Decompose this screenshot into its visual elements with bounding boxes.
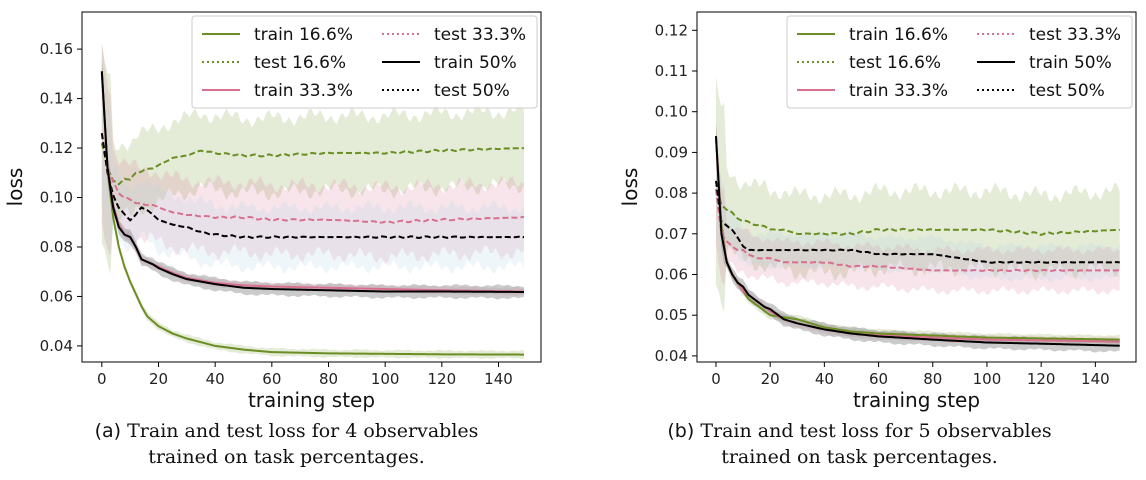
legend-label: test 16.6% bbox=[849, 53, 941, 73]
legend-label: train 33.3% bbox=[254, 81, 353, 101]
y-tick-label: 0.08 bbox=[40, 238, 73, 256]
band-test-16-6- bbox=[101, 42, 524, 275]
band-test-33-3- bbox=[715, 136, 1120, 296]
x-tick-label: 140 bbox=[484, 370, 513, 388]
legend-label: train 16.6% bbox=[254, 25, 353, 45]
caption-line1-a: Train and test loss for 4 observables bbox=[127, 420, 479, 442]
series-line-test-50- bbox=[714, 180, 1120, 264]
legend-label: test 50% bbox=[434, 81, 510, 101]
x-axis-label: training step bbox=[853, 388, 980, 412]
legend: train 16.6% test 16.6% train 33.3% test 33.… bbox=[786, 15, 1133, 109]
band-test-16-6- bbox=[715, 76, 1120, 312]
x-axis-label: training step bbox=[248, 388, 375, 412]
legend: train 16.6% test 16.6% train 33.3% test 33.… bbox=[191, 15, 538, 109]
x-tick-label: 100 bbox=[371, 370, 400, 388]
legend-label: train 50% bbox=[434, 53, 517, 73]
band-test-50- bbox=[101, 65, 524, 275]
series-line-train-16-6- bbox=[714, 136, 1120, 341]
y-tick-label: 0.12 bbox=[40, 139, 73, 157]
legend-label: train 50% bbox=[1029, 53, 1112, 73]
x-tick-label: 60 bbox=[262, 370, 281, 388]
y-tick-label: 0.04 bbox=[655, 347, 688, 365]
plot-area bbox=[100, 42, 525, 360]
x-tick-label: 40 bbox=[206, 370, 225, 388]
y-tick-label: 0.06 bbox=[655, 266, 688, 284]
loss-chart-a: 0 20 40 60 80 100 120 140 0.04 0.06 0.08 0.10 0.12 0.… bbox=[3, 11, 542, 412]
y-tick-label: 0.06 bbox=[40, 287, 73, 305]
legend-label: test 50% bbox=[1029, 81, 1105, 101]
y-tick-label: 0.08 bbox=[655, 184, 688, 202]
band-test-50- bbox=[715, 143, 1120, 283]
x-tick-label: 120 bbox=[1027, 370, 1056, 388]
series-line-train-33-3- bbox=[100, 73, 525, 293]
series-line-test-16-6- bbox=[100, 142, 525, 186]
y-tick-label: 0.16 bbox=[40, 40, 73, 58]
legend-label: train 16.6% bbox=[849, 25, 948, 45]
x-tick-label: 120 bbox=[428, 370, 457, 388]
legend-label: test 16.6% bbox=[254, 53, 346, 73]
y-tick-label: 0.14 bbox=[40, 90, 73, 108]
series-line-test-16-6- bbox=[714, 180, 1120, 236]
series-line-test-50- bbox=[100, 133, 525, 239]
x-tick-label: 80 bbox=[923, 370, 942, 388]
x-tick-label: 0 bbox=[711, 370, 721, 388]
series-line-test-33-3- bbox=[100, 133, 525, 224]
series-line-train-16-6- bbox=[100, 71, 525, 356]
y-tick-label: 0.11 bbox=[655, 62, 688, 80]
x-tick-label: 40 bbox=[815, 370, 834, 388]
x-tick-label: 100 bbox=[973, 370, 1002, 388]
y-axis-label: loss bbox=[3, 168, 27, 207]
axes-frame bbox=[81, 11, 542, 363]
y-tick-label: 0.10 bbox=[40, 189, 73, 207]
loss-chart-b: 0 20 40 60 80 100 120 140 0.04 0.05 0.06 0.07 0.08 0.… bbox=[618, 11, 1137, 412]
y-tick-label: 0.04 bbox=[40, 337, 73, 355]
series-line-test-33-3- bbox=[714, 188, 1120, 272]
chart-panel-a: 0 20 40 60 80 100 120 140 0.04 0.06 0.08 0.10 0.12 0.… bbox=[0, 11, 573, 470]
y-tick-label: 0.10 bbox=[655, 103, 688, 121]
x-tick-label: 80 bbox=[319, 370, 338, 388]
x-tick-label: 0 bbox=[97, 370, 107, 388]
legend-label: test 33.3% bbox=[1029, 25, 1121, 45]
x-tick-label: 140 bbox=[1081, 370, 1110, 388]
legend-label: test 33.3% bbox=[434, 25, 526, 45]
band-test-33-3- bbox=[101, 43, 524, 265]
x-tick-label: 60 bbox=[869, 370, 888, 388]
caption-b: (b) Train and test loss for 5 observable… bbox=[573, 418, 1146, 470]
series-line-train-50- bbox=[714, 136, 1120, 347]
plot-area bbox=[714, 76, 1120, 353]
caption-tag-a: (a) bbox=[94, 420, 122, 442]
y-tick-label: 0.09 bbox=[655, 143, 688, 161]
y-tick-label: 0.07 bbox=[655, 225, 688, 243]
legend-label: train 33.3% bbox=[849, 81, 948, 101]
y-tick-label: 0.12 bbox=[655, 21, 688, 39]
legend-box bbox=[786, 15, 1133, 109]
x-tick-label: 20 bbox=[149, 370, 168, 388]
y-axis-label: loss bbox=[618, 168, 642, 207]
y-tick-label: 0.05 bbox=[655, 306, 688, 324]
legend-box bbox=[191, 15, 538, 109]
chart-panel-b: 0 20 40 60 80 100 120 140 0.04 0.05 0.06 0.07 0.08 0.… bbox=[573, 0, 1146, 480]
caption-a: (a) Train and test loss for 4 observable… bbox=[0, 418, 573, 470]
x-tick-label: 20 bbox=[761, 370, 780, 388]
series-line-train-50- bbox=[100, 71, 525, 293]
axes-frame bbox=[696, 11, 1137, 363]
caption-line2-a: trained on task percentages. bbox=[148, 446, 425, 468]
caption-line2-b: trained on task percentages. bbox=[721, 446, 998, 468]
caption-tag-b: (b) bbox=[667, 420, 695, 442]
caption-line1-b: Train and test loss for 5 observables bbox=[700, 420, 1052, 442]
